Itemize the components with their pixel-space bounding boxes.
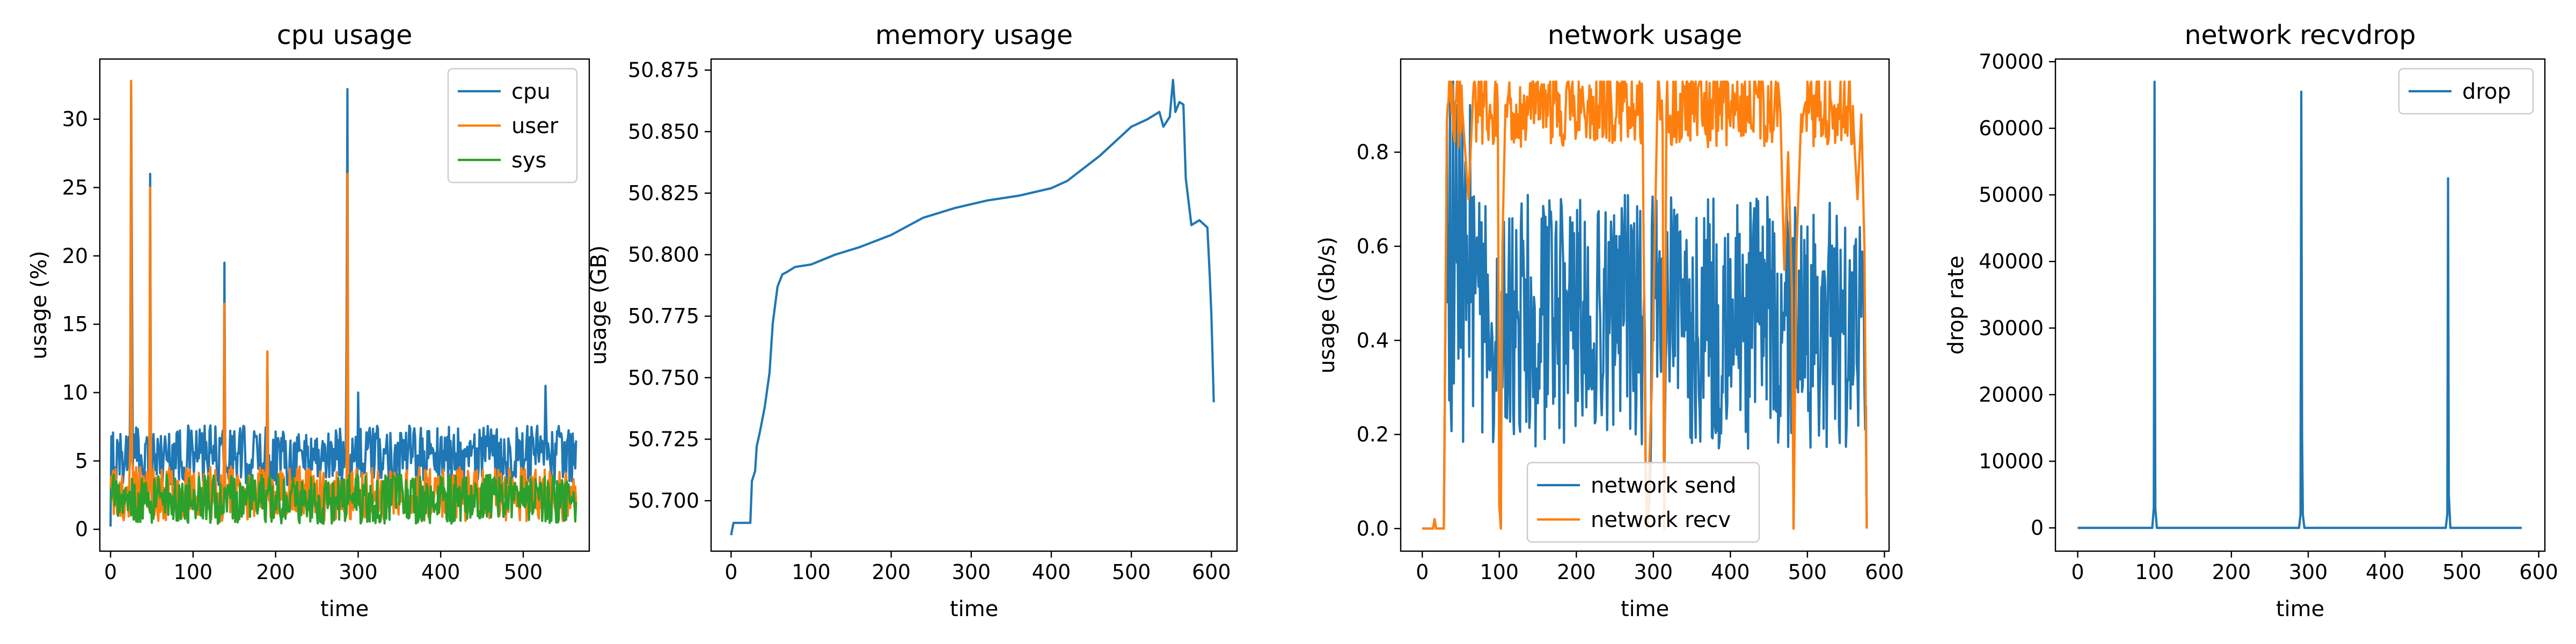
y-tick-label: 20 — [62, 244, 88, 268]
x-tick-label: 300 — [2289, 560, 2328, 584]
plot-frame — [99, 58, 590, 552]
x-tick-label: 0 — [1416, 560, 1429, 584]
y-tick-label: 60000 — [1979, 116, 2044, 140]
chart-title: cpu usage — [277, 20, 413, 50]
y-tick-label: 0.2 — [1357, 423, 1389, 447]
y-tick-label: 50.725 — [628, 427, 699, 451]
y-tick-label: 0.4 — [1357, 328, 1389, 352]
legend-box — [1526, 462, 1760, 543]
x-axis-label: time — [320, 597, 369, 621]
y-tick-label: 20000 — [1979, 383, 2044, 406]
legend: cpu user sys — [447, 68, 578, 184]
plot-frame — [710, 58, 1238, 552]
legend-label: drop — [2462, 79, 2511, 104]
x-tick-label: 200 — [1557, 560, 1596, 584]
x-tick-label: 200 — [2212, 560, 2251, 584]
x-tick-label: 0 — [724, 560, 737, 584]
x-tick-label: 0 — [104, 560, 117, 584]
chart-title: network recvdrop — [2185, 20, 2416, 50]
panel-3: 0 100 200 300 400 500 600 0.0 0.2 0.4 0.6 0.8 networ… — [1315, 20, 1904, 621]
x-axis-label: time — [2276, 597, 2324, 621]
x-tick-label: 100 — [2135, 560, 2174, 584]
x-tick-label: 200 — [872, 560, 911, 584]
x-tick-label: 600 — [2519, 560, 2558, 584]
series-line-network-recv — [1422, 80, 1868, 530]
x-axis-label: time — [1621, 597, 1669, 621]
legend-label: user — [511, 114, 559, 138]
y-axis-label: usage (%) — [27, 251, 52, 360]
legend: network send network recv — [1526, 462, 1760, 543]
y-tick-label: 40000 — [1979, 250, 2044, 273]
chart-title: memory usage — [875, 20, 1073, 50]
legend-label: cpu — [511, 79, 551, 104]
legend-label: network send — [1591, 473, 1736, 498]
legend-box — [2398, 68, 2534, 115]
legend: drop — [2398, 68, 2534, 115]
y-tick-label: 70000 — [1979, 50, 2044, 74]
y-tick-label: 10 — [62, 381, 88, 405]
y-tick-label: 50.825 — [628, 181, 699, 205]
series-line-memory — [730, 78, 1215, 536]
x-tick-label: 400 — [1711, 560, 1750, 584]
y-tick-label: 30 — [62, 107, 88, 131]
y-tick-label: 0.6 — [1357, 235, 1389, 258]
x-tick-label: 600 — [1865, 560, 1904, 584]
x-tick-label: 500 — [1112, 560, 1151, 584]
y-tick-label: 50.875 — [628, 58, 699, 82]
y-axis-label: usage (GB) — [587, 245, 611, 365]
panel-1: 0 100 200 300 400 500 0 5 10 15 20 25 30 cpu usage tim… — [27, 20, 590, 621]
x-tick-label: 500 — [2442, 560, 2482, 584]
y-tick-label: 10000 — [1979, 449, 2044, 473]
plot-frame — [1400, 58, 1890, 552]
y-tick-label: 50.700 — [628, 489, 699, 513]
legend-box — [447, 68, 578, 184]
y-tick-label: 25 — [62, 175, 88, 199]
x-tick-label: 0 — [2071, 560, 2084, 584]
series-line-sys — [109, 473, 577, 525]
legend-label: network recv — [1591, 508, 1731, 532]
legend-label: sys — [511, 148, 546, 173]
x-tick-label: 300 — [952, 560, 991, 584]
x-tick-label: 500 — [504, 560, 543, 584]
series-line-drop — [2077, 80, 2522, 529]
x-tick-label: 200 — [256, 560, 295, 584]
x-tick-label: 400 — [2366, 560, 2405, 584]
x-tick-label: 100 — [1480, 560, 1519, 584]
y-tick-label: 0.0 — [1357, 517, 1389, 540]
x-axis-label: time — [950, 597, 998, 621]
x-tick-label: 100 — [792, 560, 831, 584]
y-tick-label: 0.8 — [1357, 141, 1389, 164]
panel-2: 0 100 200 300 400 500 600 50.700 50.725 50.750 50.… — [587, 20, 1238, 621]
x-tick-label: 500 — [1788, 560, 1827, 584]
y-tick-label: 0 — [75, 517, 88, 541]
y-axis-label: drop rate — [1944, 255, 1968, 355]
x-tick-label: 600 — [1192, 560, 1231, 584]
x-tick-label: 400 — [421, 560, 460, 584]
y-axis-label: usage (Gb/s) — [1315, 237, 1340, 374]
y-tick-label: 50.750 — [628, 366, 699, 390]
y-tick-label: 50.800 — [628, 243, 699, 267]
y-tick-label: 15 — [62, 312, 88, 336]
x-tick-label: 300 — [1634, 560, 1673, 584]
y-tick-label: 50000 — [1979, 183, 2044, 207]
y-tick-label: 30000 — [1979, 316, 2044, 340]
plot-frame — [2054, 58, 2546, 552]
x-tick-label: 300 — [339, 560, 378, 584]
y-tick-label: 50.775 — [628, 304, 699, 328]
y-tick-label: 0 — [2031, 516, 2044, 540]
y-tick-label: 50.850 — [628, 120, 699, 143]
panel-4: 0 100 200 300 400 500 600 0 10000 20000 30000 40000… — [1944, 20, 2558, 621]
x-tick-label: 400 — [1032, 560, 1071, 584]
chart-title: network usage — [1548, 20, 1742, 50]
y-tick-label: 5 — [75, 449, 88, 473]
x-tick-label: 100 — [174, 560, 213, 584]
